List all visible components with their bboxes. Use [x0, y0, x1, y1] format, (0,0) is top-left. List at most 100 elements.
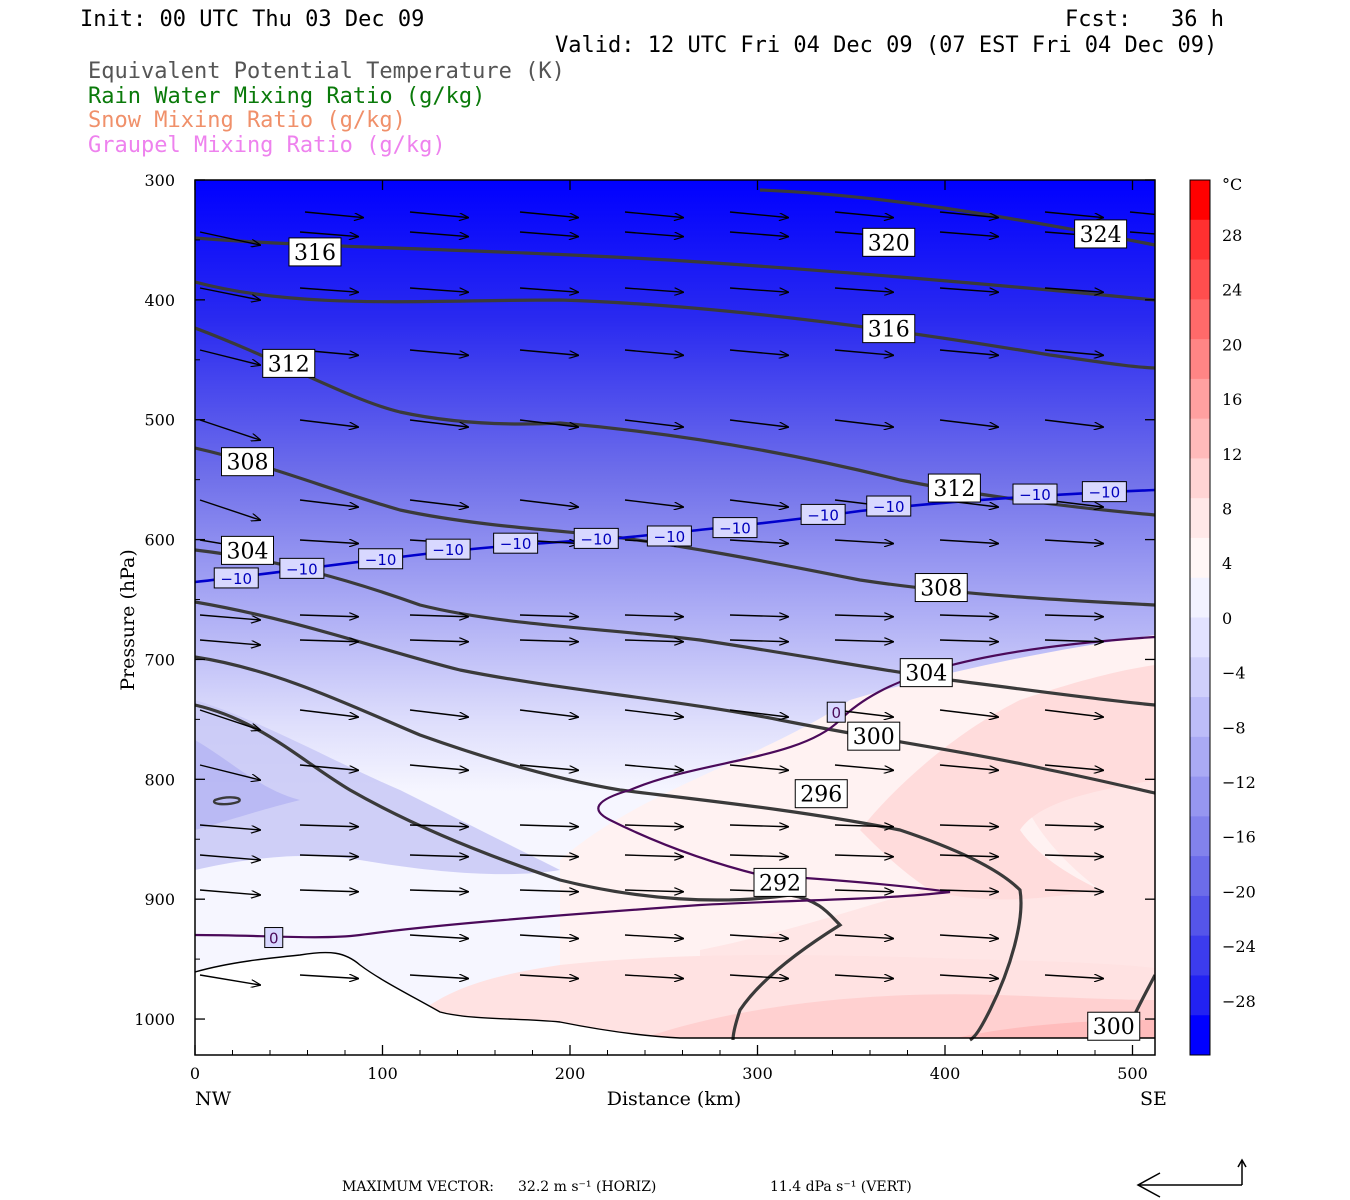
y-tick-label: 1000: [134, 1010, 175, 1029]
wind-vector: [624, 615, 683, 617]
wind-vector: [519, 419, 578, 427]
colorbar-swatch: [1190, 537, 1210, 579]
wind-vector: [939, 231, 998, 237]
svg-text:316: 316: [294, 241, 336, 266]
wind-vector: [1129, 211, 1155, 216]
wind-vector: [834, 615, 893, 617]
wind-vector: [1044, 709, 1103, 717]
wind-vector: [624, 211, 683, 218]
svg-text:320: 320: [868, 231, 910, 256]
wind-vector: [834, 287, 893, 292]
wind-vector: [299, 975, 358, 979]
wind-vector: [939, 975, 998, 979]
colorbar-swatch: [1190, 736, 1210, 778]
colorbar-tick-label: 8: [1222, 500, 1232, 519]
wind-vectors: [199, 211, 1155, 985]
y-tick-label: 400: [144, 291, 175, 310]
wind-vector: [624, 855, 683, 857]
theta-e-label: 304: [899, 658, 953, 688]
wind-vector: [624, 709, 683, 717]
wind-vector: [729, 499, 788, 507]
x-tick-label: 300: [742, 1064, 773, 1083]
wind-vector: [199, 639, 260, 645]
colorbar-unit: °C: [1222, 175, 1242, 194]
theta-e-contour-296: [195, 655, 1023, 1042]
colorbar-tick-label: −8: [1222, 718, 1246, 737]
wind-vector: [199, 709, 260, 730]
temp-label: 0: [826, 701, 846, 723]
wind-vector: [409, 709, 468, 717]
wind-vector: [834, 211, 893, 218]
wind-vector: [1044, 287, 1103, 292]
wind-vector: [939, 287, 998, 292]
temp-label: −10: [573, 527, 619, 549]
colorbar-swatch: [1190, 219, 1210, 261]
colorbar-frame: [1189, 179, 1211, 1056]
wind-vector: [729, 615, 788, 617]
wind-vector: [834, 540, 893, 544]
colorbar-swatch: [1190, 180, 1210, 221]
temp-label: −10: [1012, 483, 1058, 505]
legend-rain: Rain Water Mixing Ratio (g/kg): [88, 84, 485, 109]
colorbar-swatch: [1190, 895, 1210, 937]
colorbar-swatch: [1190, 458, 1210, 499]
theta-e-label: 304: [221, 535, 274, 565]
svg-text:−10: −10: [220, 570, 252, 588]
wind-vector: [624, 419, 683, 427]
temp-label: −10: [279, 557, 325, 579]
wind-vector: [299, 419, 358, 427]
wind-vector: [409, 890, 468, 892]
wind-vector: [939, 855, 998, 857]
theta-e-label: 316: [862, 314, 916, 344]
reference-vector-icon: [1136, 1158, 1247, 1198]
valid-label: Valid: 12 UTC Fri 04 Dec 09 (07 EST Fri …: [555, 33, 1217, 58]
theta-e-label: 308: [914, 573, 968, 603]
y-axis-label: Pressure (hPa): [117, 549, 139, 691]
temp-label: −10: [800, 503, 846, 525]
wind-vector: [729, 540, 788, 544]
svg-text:−10: −10: [1089, 484, 1121, 502]
wind-vector: [519, 935, 578, 939]
svg-text:300: 300: [853, 725, 895, 750]
temp-contour-minus10-small: [212, 796, 241, 806]
wind-vector: [939, 640, 998, 642]
wind-vector: [729, 935, 788, 939]
wind-vector: [299, 855, 358, 857]
wind-vector: [409, 855, 468, 857]
wind-vector: [409, 231, 468, 237]
temp-label: −10: [213, 567, 259, 589]
theta-e-contour-304: [195, 548, 1155, 707]
wind-vector: [199, 349, 260, 365]
wind-vector: [939, 709, 998, 717]
theta-e-label: 320: [862, 227, 916, 257]
x-end-label-left: NW: [195, 1088, 232, 1110]
y-tick-label: 800: [144, 770, 175, 789]
wind-vector: [729, 640, 788, 642]
wind-vector: [729, 975, 788, 979]
x-tick-label: 400: [930, 1064, 961, 1083]
wind-vector: [834, 764, 893, 770]
wind-vector: [519, 890, 578, 892]
wind-vector: [939, 540, 998, 544]
colorbar-swatch: [1190, 498, 1210, 539]
temp-label: −10: [712, 517, 758, 539]
svg-text:312: 312: [268, 352, 310, 377]
wind-vector: [1044, 349, 1103, 355]
wind-vector: [409, 211, 468, 218]
theta-e-label: 324: [1074, 219, 1128, 249]
wind-vector: [834, 825, 893, 827]
x-tick-label: 500: [1117, 1064, 1148, 1083]
temp-label: −10: [866, 495, 912, 517]
wind-vector: [624, 825, 683, 827]
y-axis: 300 400 500 600 700 800 900 1000: [134, 171, 1155, 1029]
x-tick-label: 0: [190, 1064, 200, 1083]
wind-vector: [1044, 764, 1103, 770]
colorbar-tick-label: 28: [1222, 226, 1242, 245]
wind-vector: [199, 419, 260, 440]
wind-vector: [729, 709, 788, 717]
wind-vector: [624, 935, 683, 939]
colorbar-tick-label: −12: [1222, 773, 1256, 792]
x-axis: 0 100 200 300 400 500: [190, 180, 1148, 1083]
temperature-labels: −10 −10 −10 −10 −10 −10 −10 −10 −10 −10 −10 −10 0 0: [213, 481, 1127, 949]
svg-text:0: 0: [831, 704, 841, 722]
